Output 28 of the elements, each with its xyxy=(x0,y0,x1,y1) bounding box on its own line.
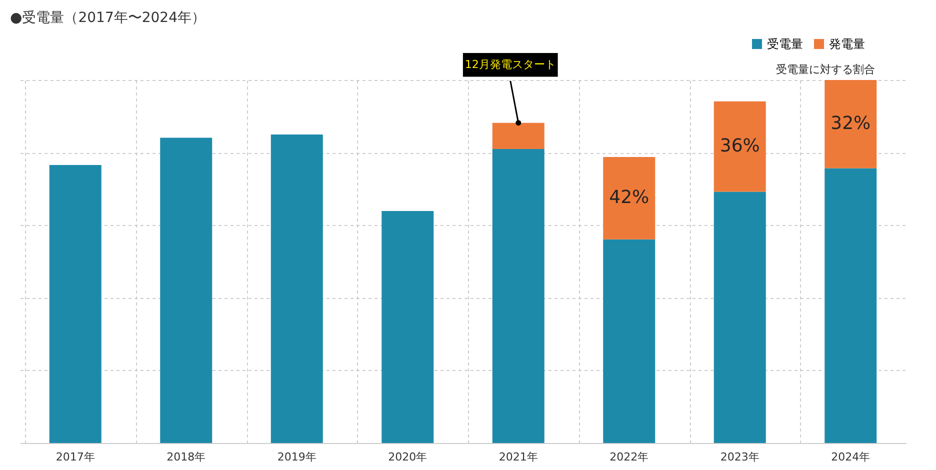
legend-label: 発電量 xyxy=(829,37,865,51)
bar xyxy=(714,192,766,443)
text: 受電量に対する割合 xyxy=(776,63,876,76)
x-tick-label: 2021年 xyxy=(498,450,538,464)
bar xyxy=(714,101,766,192)
bar xyxy=(824,168,877,443)
x-tick-label: 2018年 xyxy=(166,450,206,464)
annotation: 42% xyxy=(609,187,650,208)
legend-label: 受電量 xyxy=(767,37,803,51)
bar xyxy=(824,80,877,168)
annotation: 12月発電スタート xyxy=(464,58,556,71)
x-tick-label: 2020年 xyxy=(388,450,428,464)
x-tick-label: 2019年 xyxy=(277,450,316,464)
x-tick-label: 2023年 xyxy=(720,450,760,464)
x-tick-label: 2024年 xyxy=(831,450,870,464)
annotation: 32% xyxy=(830,113,871,134)
chart-title: ●受電量（2017年〜2024年） xyxy=(10,10,206,26)
bar xyxy=(492,122,544,149)
bar xyxy=(270,134,323,443)
bar xyxy=(49,164,102,443)
annotation: 36% xyxy=(720,136,760,157)
bar xyxy=(160,138,212,443)
bar xyxy=(492,148,544,443)
x-tick-label: 2017年 xyxy=(56,450,95,464)
bar xyxy=(603,156,656,240)
bar xyxy=(382,211,434,443)
x-tick-label: 2022年 xyxy=(610,450,649,464)
bar xyxy=(603,239,656,443)
